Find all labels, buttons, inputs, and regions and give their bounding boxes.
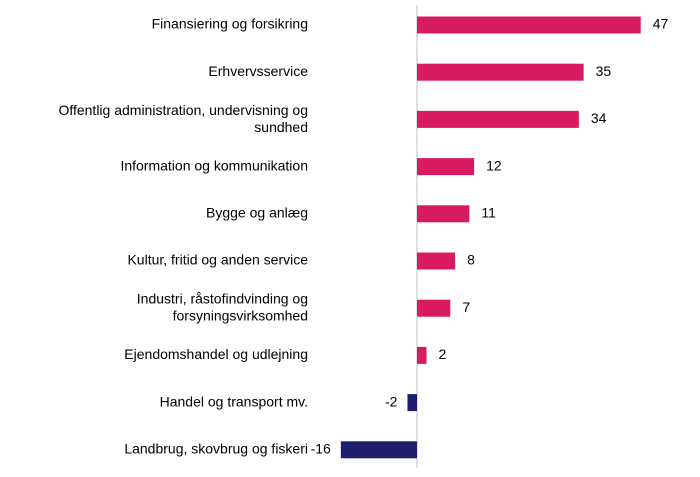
value-label: 12 (486, 157, 502, 173)
category-label: Landbrug, skovbrug og fiskeri (124, 441, 308, 457)
category-label: Ejendomshandel og udlejning (124, 346, 308, 362)
value-label: 8 (467, 252, 475, 268)
value-label: 2 (439, 346, 447, 362)
bar (417, 158, 475, 176)
category-label: Industri, råstofindvinding og forsyningsv… (137, 290, 308, 323)
value-label: 7 (462, 299, 470, 315)
value-label: -2 (385, 393, 398, 409)
category-label: Offentlig administration, undervisning o… (58, 102, 308, 135)
category-label: Kultur, fritid og anden service (127, 252, 308, 268)
category-label: Finansiering og forsikring (152, 16, 308, 32)
category-label: Information og kommunikation (120, 157, 308, 173)
bar (417, 63, 584, 81)
bar (417, 110, 579, 128)
value-label: 35 (596, 63, 612, 79)
bar (417, 346, 427, 364)
value-label: 34 (591, 110, 607, 126)
value-label: 47 (653, 16, 669, 32)
bar (407, 394, 417, 412)
category-label: Handel og transport mv. (160, 393, 308, 409)
category-label: Erhvervsservice (208, 63, 308, 79)
bar (417, 299, 451, 317)
bar (417, 16, 641, 34)
bar (340, 441, 417, 459)
bar (417, 205, 470, 223)
value-label: 11 (481, 205, 496, 221)
category-label: Bygge og anlæg (206, 205, 308, 221)
bar (417, 252, 456, 270)
value-label: -16 (311, 441, 331, 457)
